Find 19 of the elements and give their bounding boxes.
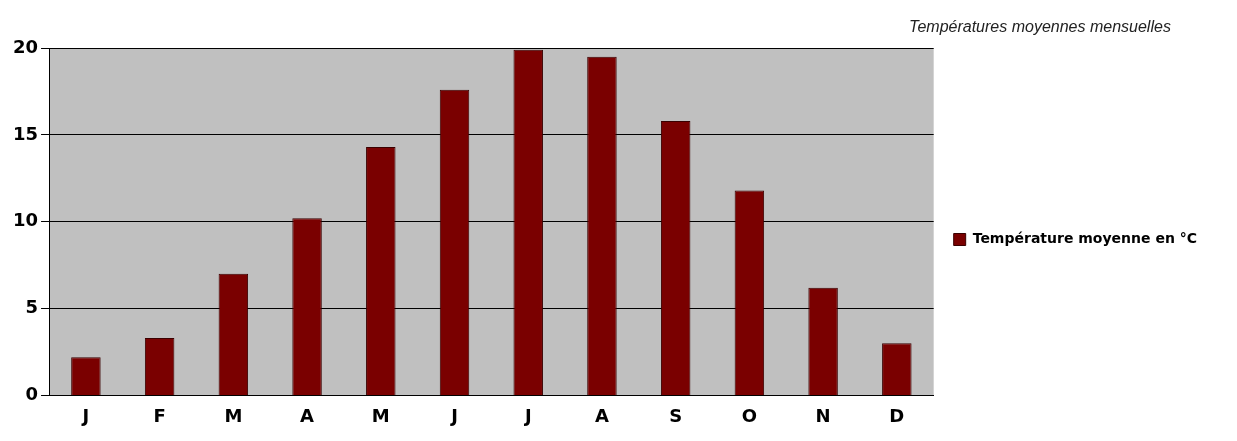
y-tick-label: 10 [12,209,39,231]
y-tick-label: 15 [12,122,39,144]
y-tick-label: 5 [25,296,39,318]
text: Températures moyennes mensuelles [908,18,1172,36]
x-tick-label: D [889,404,905,426]
y-tick-label: 20 [12,35,39,57]
x-tick-label: F [153,404,166,426]
x-tick-label: S [669,404,683,426]
x-tick-label: J [80,404,90,426]
y-tick-label: 0 [25,383,39,405]
legend-label: Température moyenne en °C [972,230,1198,247]
x-tick-label: M [224,404,243,426]
x-tick-label: M [371,404,390,426]
x-tick-label: J [449,404,458,426]
x-tick-label: O [741,404,758,426]
x-tick-label: J [522,404,532,426]
x-tick-label: A [594,404,609,426]
x-tick-label: A [300,404,315,426]
x-tick-label: N [815,404,831,426]
